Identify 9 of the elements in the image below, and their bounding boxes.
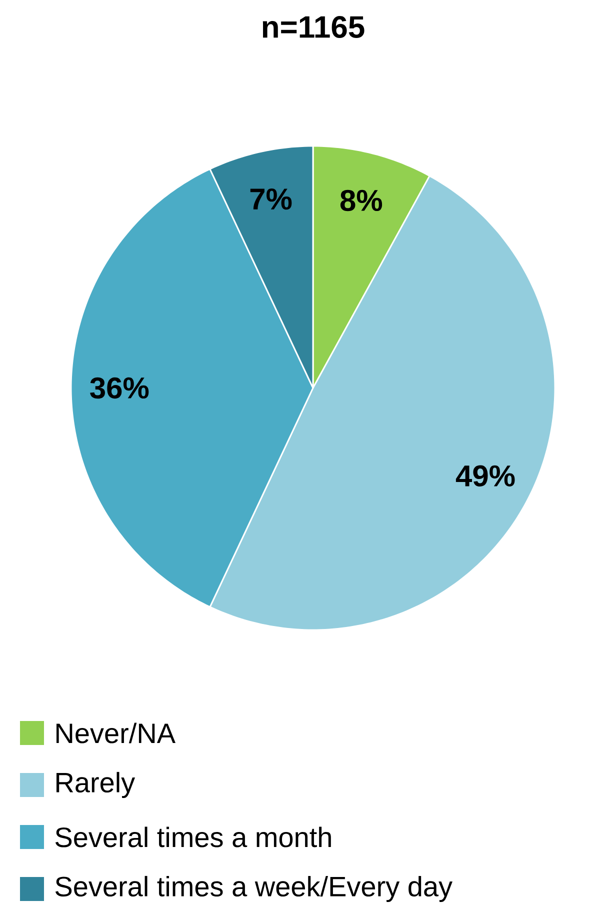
legend-label: Never/NA <box>56 722 176 744</box>
chart-title: n=1165 <box>262 16 364 38</box>
data-label: 36% <box>90 377 149 399</box>
data-label: 49% <box>456 465 515 487</box>
legend-label: Several times a week/Every day <box>55 876 452 902</box>
legend-label: Several times a month <box>55 826 331 848</box>
data-label: 7% <box>250 188 292 210</box>
legend-label: Rarely <box>56 772 136 798</box>
data-label: 8% <box>340 190 382 212</box>
